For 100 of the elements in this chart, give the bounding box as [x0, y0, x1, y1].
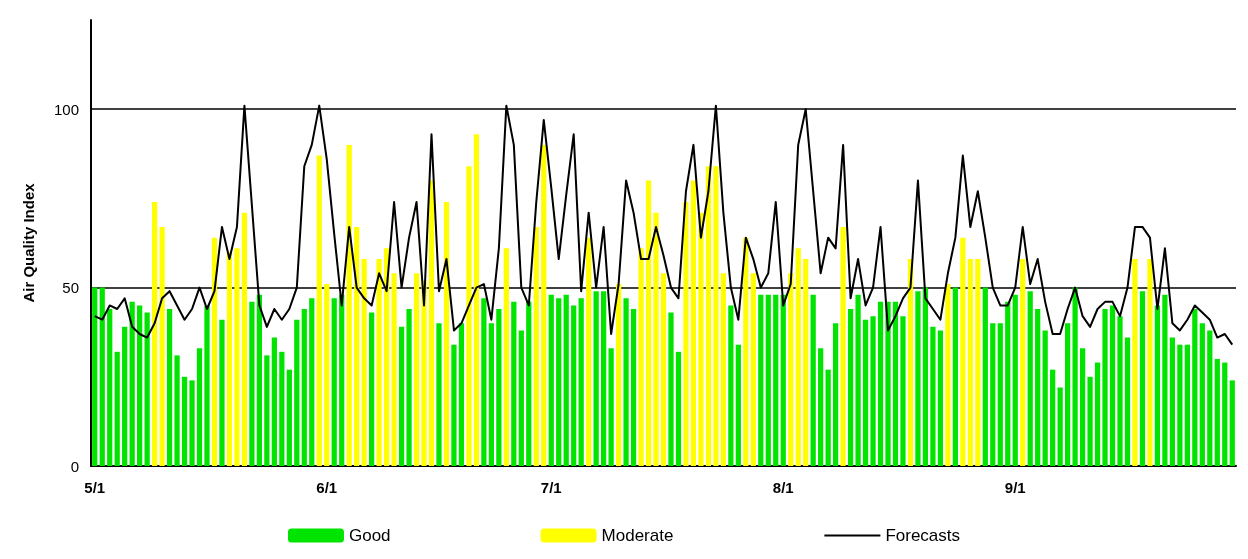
bar — [219, 319, 225, 466]
bar — [1109, 305, 1116, 466]
bar — [982, 287, 988, 466]
bar — [840, 226, 846, 466]
bar — [773, 294, 779, 466]
bar — [960, 237, 966, 466]
x-tick-label: 9/1 — [1004, 479, 1026, 496]
bar — [1147, 259, 1153, 466]
bar — [571, 305, 577, 466]
bar — [1079, 348, 1086, 466]
bar — [129, 301, 135, 466]
bar — [548, 294, 554, 466]
bar — [1154, 305, 1161, 466]
bar — [833, 323, 839, 466]
bar — [511, 301, 517, 466]
bar — [945, 284, 951, 466]
bar — [211, 237, 218, 466]
bar — [1072, 287, 1078, 466]
bar — [615, 284, 622, 466]
bar — [930, 326, 936, 466]
legend-label: Good — [348, 526, 391, 545]
bar — [967, 259, 973, 466]
bar — [735, 344, 741, 466]
bar — [690, 180, 697, 466]
bar — [810, 294, 816, 466]
bar — [915, 291, 921, 466]
bar — [99, 287, 105, 466]
bar — [1192, 309, 1198, 466]
bar — [608, 348, 614, 466]
bar — [713, 166, 719, 466]
bar — [249, 301, 255, 466]
bar — [630, 309, 637, 466]
bar — [421, 280, 427, 466]
bar — [316, 155, 322, 466]
bar — [586, 237, 592, 466]
bar — [256, 294, 262, 466]
bar — [1057, 387, 1063, 466]
y-tick-label: 50 — [62, 279, 79, 297]
bar — [354, 226, 360, 466]
bar — [286, 369, 292, 466]
bar — [1199, 323, 1205, 466]
y-tick-label: 0 — [70, 457, 79, 475]
bar — [750, 273, 756, 466]
bar — [668, 312, 674, 466]
bar — [271, 337, 277, 466]
bar — [451, 344, 457, 466]
bar — [1124, 337, 1131, 466]
bar — [990, 323, 996, 466]
bar — [1229, 380, 1235, 466]
bar — [301, 309, 307, 466]
bar — [645, 180, 652, 466]
bar — [114, 351, 120, 466]
bar — [331, 298, 337, 466]
bar — [174, 355, 180, 466]
bar — [526, 301, 532, 466]
bar — [728, 305, 734, 466]
bar — [870, 316, 876, 466]
bar — [885, 301, 891, 466]
bar — [1012, 294, 1018, 466]
bar — [1117, 316, 1123, 466]
bar — [264, 355, 270, 466]
bar — [758, 294, 764, 466]
bar — [1169, 337, 1176, 466]
bar — [795, 248, 801, 466]
legend-label: Forecasts — [885, 526, 961, 545]
x-tick-label: 7/1 — [540, 479, 562, 496]
bar — [862, 319, 869, 466]
bar — [698, 212, 704, 466]
bar — [997, 323, 1003, 466]
bar — [720, 273, 726, 466]
x-tick-label: 8/1 — [772, 479, 794, 496]
bar — [406, 309, 412, 466]
bar — [189, 380, 195, 466]
bar — [765, 294, 771, 466]
bar — [1177, 344, 1183, 466]
bar — [204, 305, 210, 466]
bar — [1050, 369, 1056, 466]
bar — [818, 348, 824, 466]
bar — [1042, 330, 1048, 466]
bar — [952, 287, 958, 466]
bar — [503, 248, 509, 466]
bar — [922, 287, 929, 466]
bar — [458, 323, 465, 466]
bar — [1027, 291, 1033, 466]
bar — [488, 323, 494, 466]
bar — [226, 251, 233, 466]
bar — [877, 301, 884, 466]
bar — [556, 298, 562, 466]
bar — [181, 376, 188, 466]
bar — [376, 259, 382, 466]
bar — [144, 312, 150, 466]
bar — [241, 212, 248, 466]
bar — [346, 144, 352, 466]
bar — [443, 201, 450, 466]
bar — [780, 294, 786, 466]
bar — [623, 298, 629, 466]
bar — [1214, 358, 1220, 466]
bar — [825, 369, 831, 466]
bar — [533, 226, 539, 466]
bar — [653, 212, 659, 466]
